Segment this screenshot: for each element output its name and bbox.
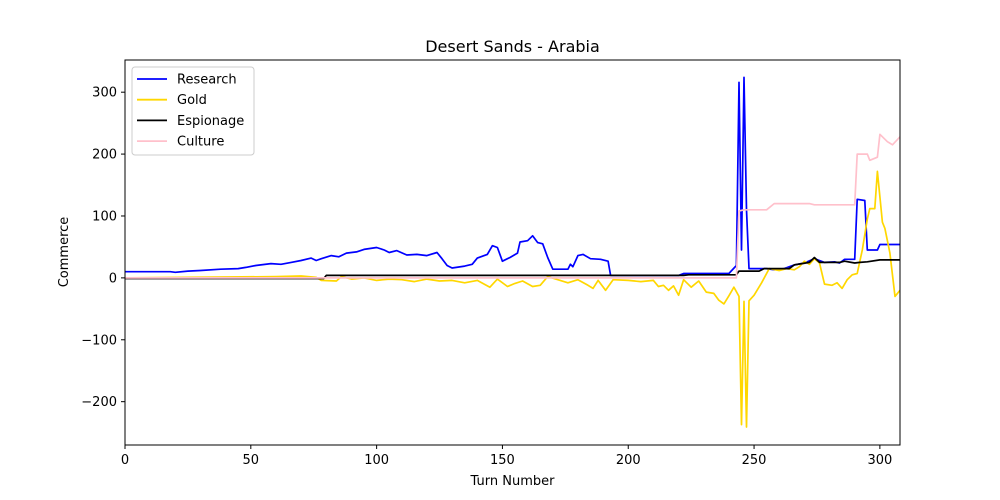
y-tick-label: 0 [109, 271, 117, 286]
legend-label-culture: Culture [177, 135, 224, 150]
x-tick-label: 150 [490, 453, 515, 468]
series-line-espionage [125, 256, 900, 280]
legend-box [131, 66, 255, 156]
series-layer [125, 76, 900, 428]
series-line-gold [125, 170, 900, 428]
legend: Research Gold Espionage Culture [131, 66, 255, 156]
legend-label-espionage: Espionage [177, 114, 244, 129]
legend-label-gold: Gold [177, 93, 207, 108]
x-tick-label: 100 [364, 453, 389, 468]
chart-title: Desert Sands - Arabia [425, 37, 600, 56]
legend-label-research: Research [177, 73, 237, 88]
x-tick-label: 200 [616, 453, 641, 468]
plot-frame [124, 59, 901, 446]
y-tick-label: 300 [92, 86, 117, 101]
x-axis-title: Turn Number [470, 474, 556, 489]
y-tick-label: −200 [81, 395, 117, 410]
series-line-research [125, 76, 900, 277]
y-tick-label: 100 [92, 209, 117, 224]
y-tick-label: 200 [92, 148, 117, 163]
series-line-culture [125, 133, 900, 279]
x-tick-label: 250 [742, 453, 767, 468]
x-tick-label: 50 [243, 453, 260, 468]
y-axis: −200 −100 0 100 200 300 [81, 86, 125, 410]
x-tick-label: 300 [867, 453, 892, 468]
plot-area [124, 59, 901, 446]
y-axis-title: Commerce [57, 217, 72, 288]
x-tick-label: 0 [121, 453, 129, 468]
y-tick-label: −100 [81, 333, 117, 348]
x-axis: 0 50 100 150 200 250 300 [121, 445, 892, 468]
